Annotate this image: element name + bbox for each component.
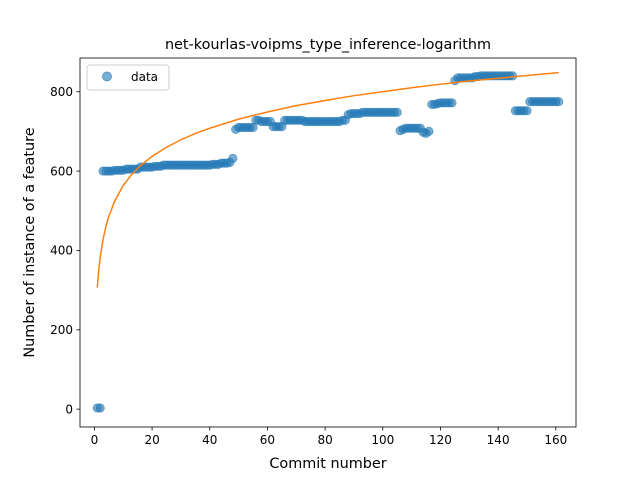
legend: data [86, 64, 170, 91]
y-tick-label: 600 [50, 164, 73, 178]
data-point [424, 126, 434, 136]
data-point [228, 153, 238, 163]
x-tick-label: 40 [202, 433, 217, 447]
data-point [522, 106, 532, 116]
y-axis-label: Number of instance of a feature [22, 127, 38, 357]
y-tick-label: 0 [65, 402, 73, 416]
data-point [554, 97, 564, 107]
plot-area [92, 71, 564, 413]
y-tick-label: 800 [50, 85, 73, 99]
x-tick-label: 60 [260, 433, 275, 447]
x-tick-label: 0 [91, 433, 99, 447]
y-tick-label: 200 [50, 323, 73, 337]
x-tick-label: 140 [487, 433, 510, 447]
x-axis-label: Commit number [269, 456, 386, 472]
data-point [392, 107, 402, 117]
legend-box [86, 64, 170, 91]
x-tick-label: 20 [144, 433, 159, 447]
x-tick-label: 80 [317, 433, 332, 447]
plot-frame [79, 57, 577, 428]
fit-line [96, 71, 559, 288]
data-point [95, 403, 105, 413]
x-tick-label: 100 [371, 433, 394, 447]
x-tick-label: 160 [544, 433, 567, 447]
data-point [447, 98, 457, 108]
legend-label-data: data [131, 70, 158, 84]
x-tick-label: 120 [429, 433, 452, 447]
legend-marker-data [102, 71, 112, 82]
chart-title: net-kourlas-voipms_type_inference-logari… [165, 37, 491, 53]
axis-ticks: 0 20 40 60 80 100 120 140 160 0 200 400 600 800 [50, 85, 567, 447]
y-tick-label: 400 [50, 244, 73, 258]
